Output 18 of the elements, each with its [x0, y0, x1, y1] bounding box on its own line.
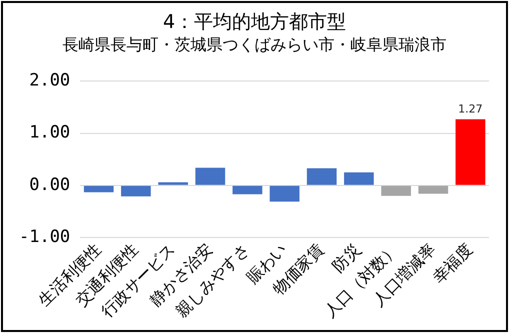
bar [381, 186, 411, 196]
bar [344, 172, 374, 185]
y-tick-label: 2.00 [29, 70, 70, 91]
bar [84, 186, 114, 192]
y-tick-label: 1.00 [29, 122, 70, 143]
bar [158, 182, 188, 185]
data-label: 1.27 [458, 102, 483, 116]
bar [195, 168, 226, 185]
y-tick-label: 0.00 [29, 174, 70, 195]
bar [456, 119, 486, 185]
chart-subtitle: 長崎県長与町・茨城県つくばみらい市・岐阜県瑞浪市 [62, 35, 448, 56]
y-tick-label: -1.00 [18, 226, 70, 247]
bar [418, 186, 448, 194]
bar [306, 168, 337, 185]
bar [121, 186, 151, 196]
bar [270, 186, 300, 202]
bar [232, 186, 262, 194]
chart-title: 4：平均的地方都市型 [162, 10, 348, 35]
